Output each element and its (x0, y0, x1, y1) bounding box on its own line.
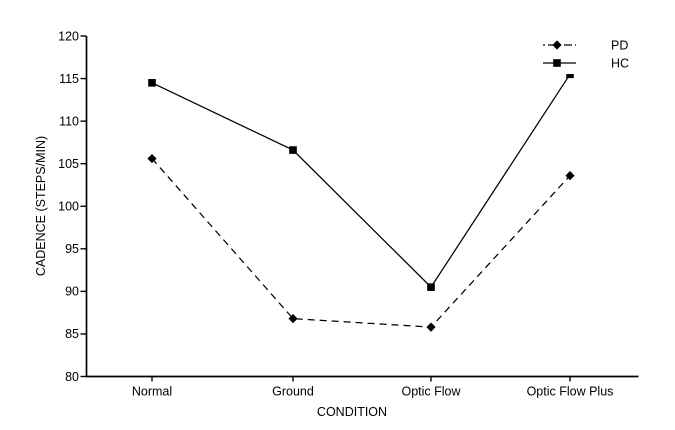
y-tick-label: 90 (65, 285, 79, 299)
y-tick-label: 115 (59, 72, 79, 86)
y-tick-label: 80 (65, 370, 79, 384)
legend-label-pd: PD (611, 39, 628, 53)
series-marker-hc (148, 79, 156, 87)
series-marker-pd (147, 153, 157, 164)
x-category-label: Optic Flow Plus (527, 385, 614, 399)
series-line-hc (151, 73, 571, 289)
series-marker-hc (566, 70, 574, 79)
series-marker-pd (565, 171, 575, 181)
y-tick-label: 110 (59, 114, 79, 128)
legend-background (521, 32, 663, 74)
series-marker-pd (288, 314, 298, 324)
series-marker-hc (289, 146, 297, 154)
series-pd (147, 153, 575, 332)
x-axis-title: CONDITION (317, 405, 387, 419)
y-axis-title: CADENCE (STEPS/MIN) (34, 136, 48, 276)
series-marker-pd (426, 322, 436, 332)
x-category-label: Normal (132, 385, 172, 399)
series-line-pd (151, 158, 571, 328)
y-tick-label: 95 (65, 242, 79, 256)
x-category-label: Ground (272, 385, 314, 399)
series-hc (148, 70, 574, 291)
y-tick-label: 100 (58, 200, 79, 214)
series-marker-hc (427, 283, 435, 291)
legend-marker-hc (553, 59, 561, 67)
y-tick-label: 105 (58, 157, 79, 171)
y-tick-label: 85 (65, 327, 79, 341)
x-category-label: Optic Flow (401, 385, 461, 399)
legend-label-hc: HC (611, 57, 629, 71)
legend-marker-pd (552, 40, 562, 50)
legend (521, 32, 663, 74)
y-tick-label: 120 (58, 29, 79, 43)
